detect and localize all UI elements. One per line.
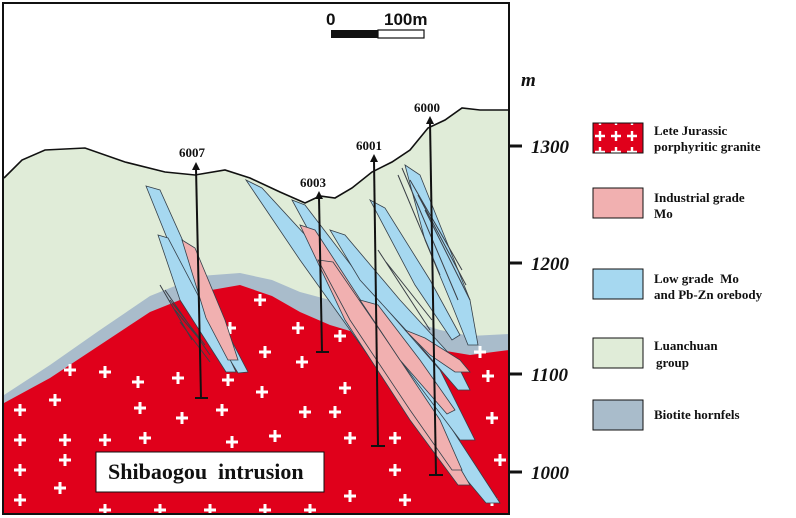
scale-bar: 0 100m bbox=[326, 10, 427, 39]
ore-hatch-lines bbox=[159, 167, 471, 363]
scale-bar-start: 0 bbox=[326, 10, 335, 29]
legend-low-grade-line1: Low grade Mo bbox=[654, 271, 739, 286]
drill-hole-label-6001: 6001 bbox=[356, 138, 382, 153]
scale-bar-end: 100m bbox=[384, 10, 427, 29]
legend-swatch-granite bbox=[592, 122, 644, 154]
elevation-tick-1300: 1300 bbox=[531, 137, 570, 158]
legend-low-grade-line2: and Pb-Zn orebody bbox=[654, 287, 763, 302]
legend-swatch-low-grade bbox=[592, 268, 644, 300]
legend-luanchuan-line2: group bbox=[656, 355, 689, 370]
legend-swatch-luanchuan bbox=[592, 337, 644, 369]
drill-hole-6001 bbox=[373, 159, 379, 447]
elevation-tick-1100: 1100 bbox=[531, 365, 568, 386]
legend-hornfels-line1: Biotite hornfels bbox=[654, 407, 740, 422]
drill-hole-label-6003: 6003 bbox=[300, 175, 327, 190]
topographic-surface bbox=[3, 107, 509, 204]
section-frame bbox=[2, 2, 510, 515]
drill-hole-6007 bbox=[195, 167, 202, 399]
industrial-mo-orebodies bbox=[181, 224, 471, 486]
legend: Lete Jurassic porphyritic granite Indust… bbox=[592, 122, 763, 431]
elevation-unit: m bbox=[521, 70, 536, 91]
drill-hole-6000 bbox=[429, 121, 437, 476]
drill-hole-label-6000: 6000 bbox=[414, 100, 440, 115]
elevation-tick-1200: 1200 bbox=[531, 254, 570, 275]
intrusion-label: Shibaogou intrusion bbox=[108, 459, 304, 484]
elevation-tick-1000: 1000 bbox=[531, 463, 570, 484]
legend-industrial-mo-line1: Industrial grade bbox=[654, 190, 745, 205]
drill-holes bbox=[195, 121, 443, 476]
legend-swatch-industrial-mo bbox=[592, 187, 644, 219]
legend-luanchuan-line1: Luanchuan bbox=[654, 338, 718, 353]
legend-swatch-hornfels bbox=[592, 399, 644, 431]
granite-plus-pattern bbox=[14, 294, 506, 513]
legend-granite-line1: Lete Jurassic bbox=[654, 123, 728, 138]
elevation-axis: m 1300 1200 1100 1000 bbox=[509, 70, 570, 484]
legend-industrial-mo-line2: Mo bbox=[654, 206, 673, 221]
legend-granite-line2: porphyritic granite bbox=[654, 139, 761, 154]
drill-hole-label-6007: 6007 bbox=[179, 145, 206, 160]
intrusion-label-box bbox=[95, 451, 325, 493]
drill-hole-6003 bbox=[318, 196, 323, 353]
